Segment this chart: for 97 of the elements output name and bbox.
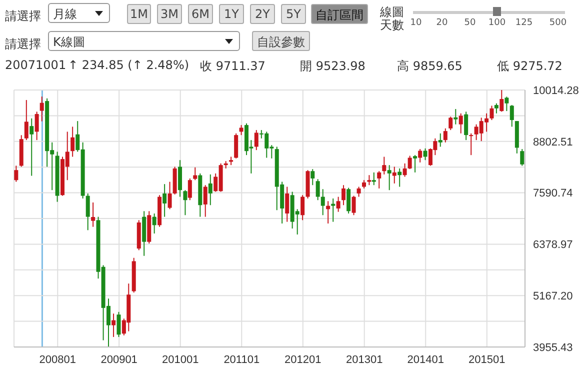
text: 100 <box>488 18 506 28</box>
candlestick <box>402 162 407 178</box>
candlestick <box>520 148 524 166</box>
candlestick <box>464 111 468 141</box>
candlestick <box>438 132 442 148</box>
candlestick <box>490 105 494 121</box>
x-tick-label: 201001 <box>162 354 199 365</box>
y-tick-label: 5167.20 <box>533 290 573 303</box>
candlestick <box>193 166 198 181</box>
candlestick <box>331 198 336 222</box>
y-tick-label: 8802.51 <box>533 136 573 148</box>
candlestick <box>203 184 208 218</box>
candlestick <box>91 202 96 228</box>
candlestick <box>346 187 351 214</box>
candlestick <box>285 186 290 222</box>
text: 6M <box>188 4 213 24</box>
text: K線圖 <box>48 31 240 51</box>
candlestick <box>300 194 305 221</box>
candlestick <box>183 190 188 216</box>
candlestick <box>14 165 18 182</box>
text: 50 <box>464 18 476 28</box>
y-tick-label: 10014.28 <box>533 84 579 97</box>
candlestick <box>372 172 376 186</box>
text: 10 <box>410 18 422 28</box>
candlestick <box>342 184 346 206</box>
candlestick <box>208 174 212 206</box>
candlestick <box>116 311 121 338</box>
y-tick-label: 3955.43 <box>533 342 573 354</box>
text: 請選擇 <box>5 36 41 53</box>
candlestick <box>320 188 325 216</box>
candlestick <box>382 156 386 175</box>
text: 高 9859.65 <box>397 58 462 75</box>
candlestick <box>356 186 361 198</box>
candlestick <box>392 166 396 184</box>
candlestick <box>418 148 422 163</box>
text: 2Y <box>250 4 275 24</box>
text: 天數 <box>380 18 404 34</box>
text: 20 <box>436 18 448 28</box>
candlestick <box>336 196 340 212</box>
candlestick <box>30 118 34 176</box>
candlestick <box>352 195 356 216</box>
text: 自設參數 <box>252 31 310 51</box>
candlestick <box>458 112 463 134</box>
y-tick-label: 7590.74 <box>533 188 573 200</box>
candlestick <box>500 90 504 112</box>
candlestick <box>112 313 116 338</box>
candlestick <box>310 168 315 186</box>
candlestick <box>86 192 90 231</box>
candlestick <box>367 174 372 186</box>
text: 1Y <box>219 4 244 24</box>
text: 收 9711.37 <box>200 58 266 75</box>
x-tick-label: 200901 <box>100 354 138 365</box>
candlestick <box>377 170 382 189</box>
text: 3M <box>157 4 182 24</box>
candlestick <box>34 111 39 141</box>
text: 5Y <box>281 4 306 24</box>
text: 500 <box>549 18 567 28</box>
candlestick <box>188 178 192 201</box>
candlestick <box>239 124 244 136</box>
candlestick <box>454 108 458 125</box>
candlestick <box>469 132 474 156</box>
text: 開 9523.98 <box>300 58 366 75</box>
x-tick-label: 201401 <box>407 354 444 365</box>
candlestick <box>40 96 44 122</box>
text: 月線 <box>48 3 110 23</box>
candlestick <box>70 126 75 158</box>
text: 1M <box>127 4 151 24</box>
candlestick <box>234 132 238 159</box>
candlestick <box>504 96 509 112</box>
text: 20071001 <box>5 58 66 72</box>
candlestick <box>254 130 258 151</box>
text: 線圖 <box>380 4 404 19</box>
candlestick <box>168 181 172 210</box>
text: 125 <box>515 18 533 28</box>
candlestick <box>423 148 428 161</box>
candlestick <box>152 212 156 234</box>
text: 自訂區間 <box>311 4 368 24</box>
candlestick <box>387 164 392 191</box>
text: 低 9275.72 <box>497 58 562 75</box>
y-tick-label: 6378.97 <box>533 239 573 252</box>
x-tick-label: 201101 <box>224 354 260 365</box>
x-tick-label: 201501 <box>468 354 506 365</box>
candlestick <box>316 178 320 201</box>
x-tick-label: 200801 <box>39 354 76 365</box>
candlestick <box>24 100 28 141</box>
x-tick-label: 201201 <box>284 354 322 365</box>
candlestick <box>443 128 448 143</box>
candlestick <box>162 184 167 218</box>
x-tick-label: 201301 <box>346 354 383 365</box>
text: ↑ 234.85 (↑ 2.48%) <box>68 58 190 72</box>
candlestick <box>510 104 514 128</box>
candlestick <box>494 102 498 114</box>
candlestick <box>448 116 453 131</box>
candlestick <box>178 160 182 198</box>
text: 請選擇 <box>5 8 41 25</box>
candlestick <box>408 155 412 170</box>
candlestick <box>413 154 418 173</box>
